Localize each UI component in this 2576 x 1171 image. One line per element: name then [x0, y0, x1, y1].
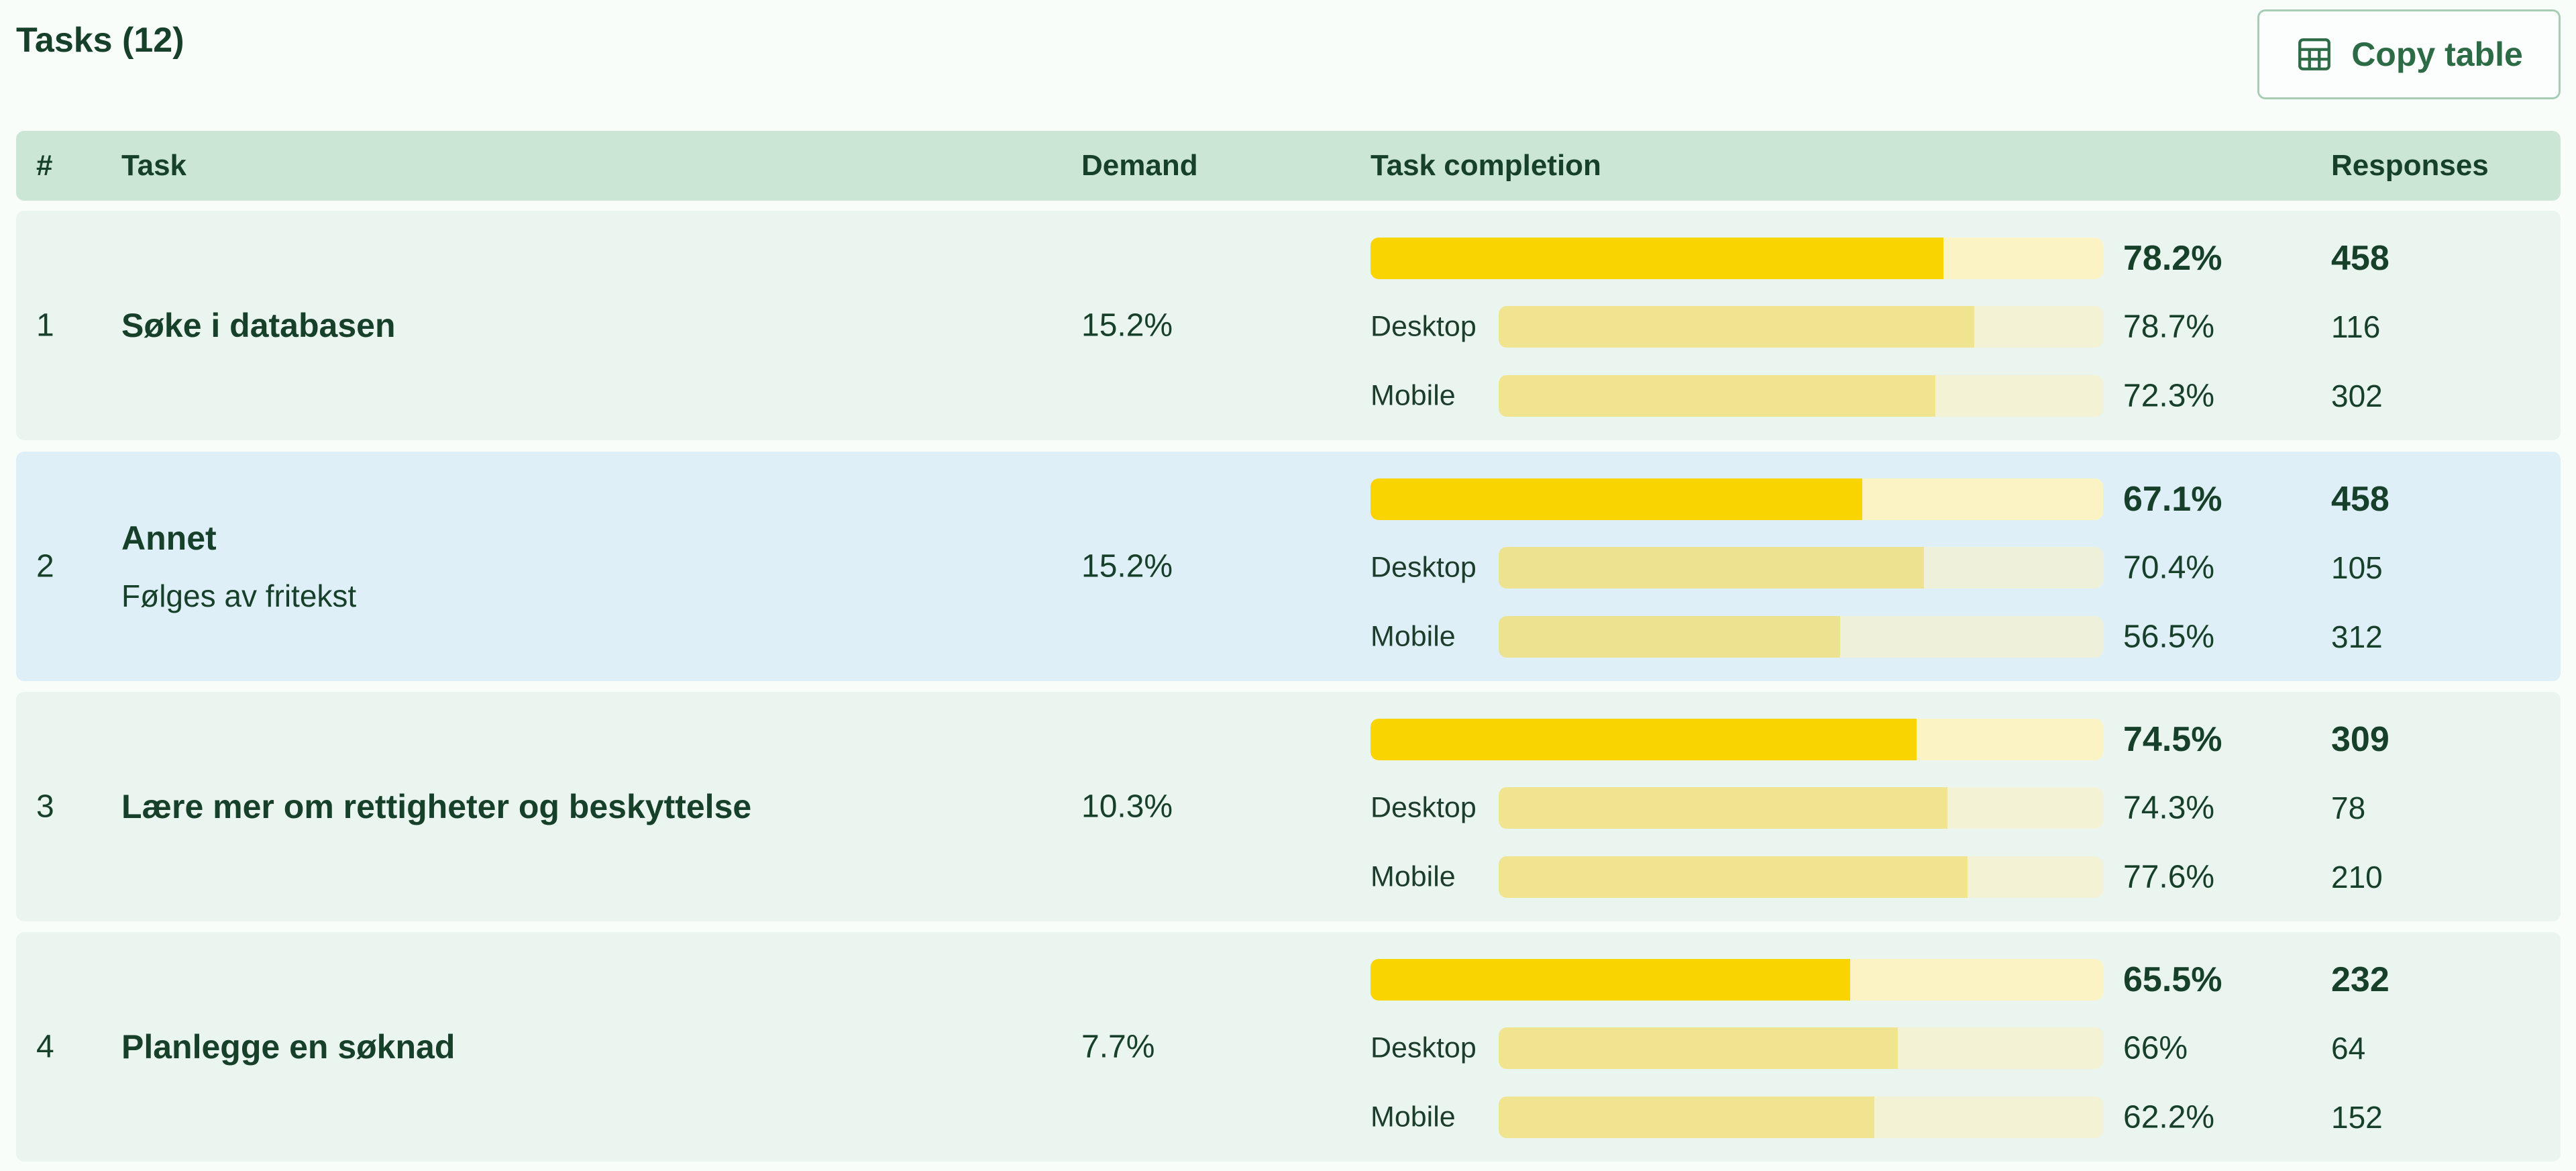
row-number: 4	[36, 1029, 54, 1065]
row-number: 1	[36, 307, 54, 344]
completion-percent: 67.1%	[2123, 480, 2222, 519]
completion-bar-fill	[1371, 238, 1943, 279]
column-header-demand: Demand	[1081, 149, 1198, 182]
completion-bar-fill	[1499, 1027, 1898, 1069]
column-header-completion: Task completion	[1371, 149, 1601, 182]
response-count: 302	[2331, 378, 2383, 413]
completion-bar-track	[1499, 547, 2103, 589]
table-row[interactable]: 4 Planlegge en søknad 7.7% 65.5% 232 Des…	[16, 932, 2561, 1162]
completion-mobile: Mobile 62.2% 152	[16, 1097, 2561, 1138]
response-count: 105	[2331, 550, 2383, 585]
completion-desktop: Desktop 78.7% 116	[16, 306, 2561, 348]
completion-bar-fill	[1371, 959, 1851, 1001]
completion-bar-track	[1371, 959, 2103, 1001]
response-count: 210	[2331, 860, 2383, 895]
completion-percent: 78.7%	[2123, 309, 2215, 345]
response-count: 458	[2331, 239, 2390, 278]
device-label: Mobile	[1371, 379, 1456, 412]
demand-value: 10.3%	[1081, 788, 1173, 825]
completion-bar-track	[1371, 478, 2103, 520]
task-title: Søke i databasen	[121, 307, 396, 344]
completion-bar-fill	[1499, 856, 1968, 898]
completion-mobile: Mobile 56.5% 312	[16, 616, 2561, 658]
completion-bar-fill	[1499, 306, 1975, 348]
completion-bar-track	[1371, 719, 2103, 760]
completion-percent: 74.5%	[2123, 720, 2222, 759]
device-label: Mobile	[1371, 860, 1456, 893]
completion-bar-fill	[1499, 375, 1936, 417]
task-title: Annet	[121, 519, 217, 557]
device-label: Desktop	[1371, 551, 1477, 584]
completion-percent: 77.6%	[2123, 859, 2215, 895]
response-count: 116	[2331, 309, 2381, 344]
completion-total: 65.5% 232	[16, 959, 2561, 1001]
completion-bar-fill	[1499, 787, 1948, 829]
task-title: Lære mer om rettigheter og beskyttelse	[121, 788, 752, 825]
copy-table-label: Copy table	[2351, 36, 2523, 73]
completion-bar-fill	[1499, 1097, 1875, 1138]
completion-desktop: Desktop 74.3% 78	[16, 787, 2561, 829]
completion-percent: 56.5%	[2123, 619, 2215, 655]
completion-bar-fill	[1371, 719, 1917, 760]
row-number: 2	[36, 548, 54, 584]
completion-percent: 74.3%	[2123, 790, 2215, 826]
demand-value: 15.2%	[1081, 548, 1173, 584]
response-count: 64	[2331, 1031, 2366, 1066]
response-count: 312	[2331, 619, 2383, 654]
completion-desktop: Desktop 66% 64	[16, 1027, 2561, 1069]
completion-desktop: Desktop 70.4% 105	[16, 547, 2561, 589]
device-label: Desktop	[1371, 791, 1477, 824]
completion-mobile: Mobile 77.6% 210	[16, 856, 2561, 898]
completion-bar-track	[1371, 238, 2103, 279]
completion-total: 74.5% 309	[16, 719, 2561, 760]
completion-percent: 66%	[2123, 1030, 2188, 1066]
completion-bar-track	[1499, 616, 2103, 658]
demand-value: 7.7%	[1081, 1029, 1155, 1065]
completion-total: 67.1% 458	[16, 478, 2561, 520]
completion-mobile: Mobile 72.3% 302	[16, 375, 2561, 417]
table-icon	[2298, 38, 2331, 70]
completion-percent: 78.2%	[2123, 239, 2222, 278]
demand-value: 15.2%	[1081, 307, 1173, 344]
column-header-num: #	[36, 149, 53, 182]
completion-total: 78.2% 458	[16, 238, 2561, 279]
page-title: Tasks (12)	[16, 21, 184, 60]
completion-bar-fill	[1371, 478, 1862, 520]
copy-table-button[interactable]: Copy table	[2257, 9, 2561, 99]
device-label: Mobile	[1371, 620, 1456, 653]
task-subtitle: Følges av fritekst	[121, 578, 357, 613]
completion-bar-track	[1499, 306, 2103, 348]
completion-bar-track	[1499, 1097, 2103, 1138]
completion-bar-fill	[1499, 547, 1925, 589]
row-number: 3	[36, 788, 54, 825]
response-count: 152	[2331, 1100, 2383, 1135]
device-label: Desktop	[1371, 310, 1477, 343]
completion-bar-fill	[1499, 616, 1841, 658]
table-header: # Task Demand Task completion Responses	[16, 131, 2561, 201]
completion-percent: 70.4%	[2123, 550, 2215, 586]
completion-percent: 62.2%	[2123, 1099, 2215, 1135]
response-count: 309	[2331, 720, 2390, 759]
device-label: Mobile	[1371, 1101, 1456, 1133]
task-title: Planlegge en søknad	[121, 1028, 455, 1066]
device-label: Desktop	[1371, 1031, 1477, 1064]
completion-bar-track	[1499, 787, 2103, 829]
completion-bar-track	[1499, 1027, 2103, 1069]
table-row[interactable]: 1 Søke i databasen 15.2% 78.2% 458 Deskt…	[16, 211, 2561, 440]
completion-bar-track	[1499, 856, 2103, 898]
response-count: 458	[2331, 480, 2390, 519]
completion-bar-track	[1499, 375, 2103, 417]
completion-percent: 65.5%	[2123, 960, 2222, 999]
table-row[interactable]: 3 Lære mer om rettigheter og beskyttelse…	[16, 692, 2561, 921]
response-count: 232	[2331, 960, 2390, 999]
completion-percent: 72.3%	[2123, 378, 2215, 414]
table-row[interactable]: 2 Annet Følges av fritekst 15.2% 67.1% 4…	[16, 452, 2561, 681]
column-header-responses: Responses	[2331, 149, 2489, 182]
column-header-task: Task	[121, 149, 187, 182]
response-count: 78	[2331, 791, 2366, 825]
